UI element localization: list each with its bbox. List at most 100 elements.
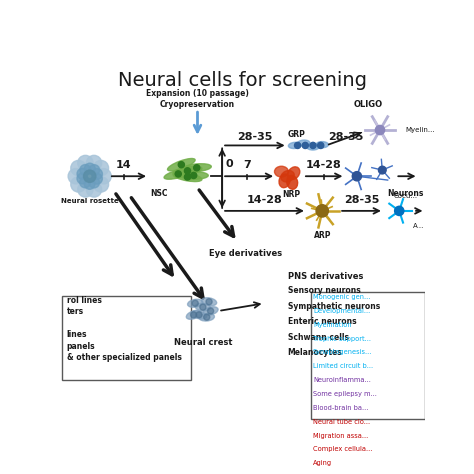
FancyBboxPatch shape [62,296,191,380]
Circle shape [78,182,93,197]
Circle shape [310,142,316,148]
Text: panels: panels [66,342,95,351]
Circle shape [91,173,102,184]
Ellipse shape [182,164,211,172]
Text: OLIGO: OLIGO [354,100,383,109]
Text: PNS derivatives: PNS derivatives [288,273,363,282]
Circle shape [89,177,100,188]
Circle shape [378,166,386,174]
Text: Cocu...: Cocu... [393,193,418,199]
Ellipse shape [288,167,300,180]
Text: Sensory neurons: Sensory neurons [288,286,360,295]
FancyBboxPatch shape [310,292,425,419]
Text: Monogenic gen...: Monogenic gen... [313,294,370,300]
Text: 0: 0 [225,158,233,169]
Ellipse shape [274,166,288,177]
Circle shape [80,164,91,175]
Text: Trophic support...: Trophic support... [313,336,371,342]
Circle shape [78,155,93,171]
Text: 14-28: 14-28 [246,195,283,205]
Text: 28-35: 28-35 [344,195,379,205]
Text: Schwann cells: Schwann cells [288,333,348,342]
Circle shape [192,300,198,306]
Text: NRP: NRP [283,190,301,199]
Text: Eye derivatives: Eye derivatives [209,249,282,258]
Circle shape [96,169,111,184]
Ellipse shape [195,303,210,311]
Text: 14-28: 14-28 [306,160,342,170]
Text: ters: ters [66,307,84,316]
Text: Limited circuit b...: Limited circuit b... [313,364,373,369]
Text: Neurons: Neurons [387,189,424,198]
Text: Expansion (10 passage)
Cryopreservation: Expansion (10 passage) Cryopreservation [146,89,249,109]
Circle shape [395,206,404,216]
Circle shape [71,177,86,192]
Circle shape [302,142,309,148]
Circle shape [196,312,202,318]
Text: lines: lines [66,330,87,339]
Text: NSC: NSC [150,189,168,198]
Circle shape [375,126,384,135]
Ellipse shape [201,298,217,306]
Ellipse shape [279,174,290,188]
Circle shape [191,312,197,318]
Text: 7: 7 [243,160,251,170]
Ellipse shape [167,158,195,171]
Text: Neural cells for screening: Neural cells for screening [118,71,367,90]
Text: ARP: ARP [313,231,331,240]
Circle shape [84,163,95,174]
Circle shape [84,179,95,189]
Text: Melanocytes: Melanocytes [288,348,342,357]
Circle shape [194,164,200,171]
Text: Blood-brain ba...: Blood-brain ba... [313,405,368,411]
Circle shape [86,182,102,197]
Circle shape [68,169,83,184]
Circle shape [86,155,102,171]
Text: Sympathetic neurons: Sympathetic neurons [288,302,380,311]
Ellipse shape [188,299,203,307]
Text: Enteric neurons: Enteric neurons [288,317,356,326]
Text: Myelination: Myelination [313,322,352,328]
Circle shape [184,168,191,174]
Text: Neural rosette: Neural rosette [61,198,118,204]
Circle shape [200,304,206,310]
Ellipse shape [199,313,214,321]
Text: Developmental...: Developmental... [313,308,370,314]
Text: Synaptogenesis...: Synaptogenesis... [313,349,373,356]
Circle shape [77,173,88,184]
Ellipse shape [307,144,319,150]
Text: rol lines: rol lines [66,296,101,305]
Text: Neuroinflamma...: Neuroinflamma... [313,377,371,383]
Ellipse shape [173,166,202,175]
Circle shape [184,174,191,180]
Text: Migration assa...: Migration assa... [313,433,368,438]
Circle shape [93,160,109,176]
Text: 28-35: 28-35 [237,132,272,142]
Circle shape [316,205,328,217]
Ellipse shape [287,175,298,189]
Circle shape [178,162,184,168]
Text: 14: 14 [116,160,131,170]
Circle shape [206,299,212,305]
Circle shape [318,142,324,148]
Text: A...: A... [413,223,424,229]
Ellipse shape [191,310,207,319]
Text: GRP: GRP [288,130,305,139]
Circle shape [77,168,88,179]
Text: Neural crest: Neural crest [173,338,232,347]
Circle shape [80,177,91,188]
Circle shape [208,308,214,314]
Text: 28-35: 28-35 [328,132,363,142]
Circle shape [175,171,182,177]
Text: Complex cellula...: Complex cellula... [313,447,373,453]
Ellipse shape [316,142,328,148]
Circle shape [352,172,362,181]
Circle shape [83,170,96,182]
Circle shape [89,164,100,175]
Ellipse shape [288,142,301,148]
Ellipse shape [173,173,202,182]
Text: Aging: Aging [313,460,332,466]
Ellipse shape [186,310,201,319]
Circle shape [204,314,210,320]
Ellipse shape [164,169,192,179]
